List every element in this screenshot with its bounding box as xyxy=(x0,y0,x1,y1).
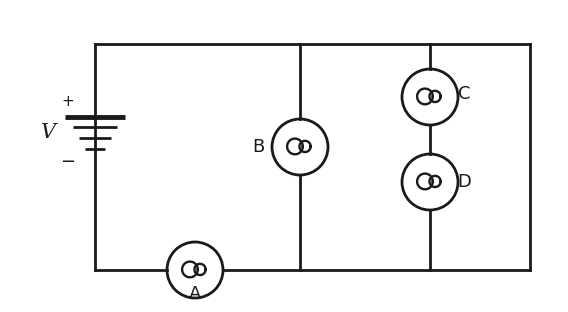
Text: A: A xyxy=(189,285,201,303)
Text: V: V xyxy=(40,123,56,142)
Text: B: B xyxy=(252,138,264,156)
Text: +: + xyxy=(61,95,74,110)
Text: C: C xyxy=(458,85,470,103)
Text: D: D xyxy=(457,173,471,191)
Text: −: − xyxy=(60,153,76,171)
